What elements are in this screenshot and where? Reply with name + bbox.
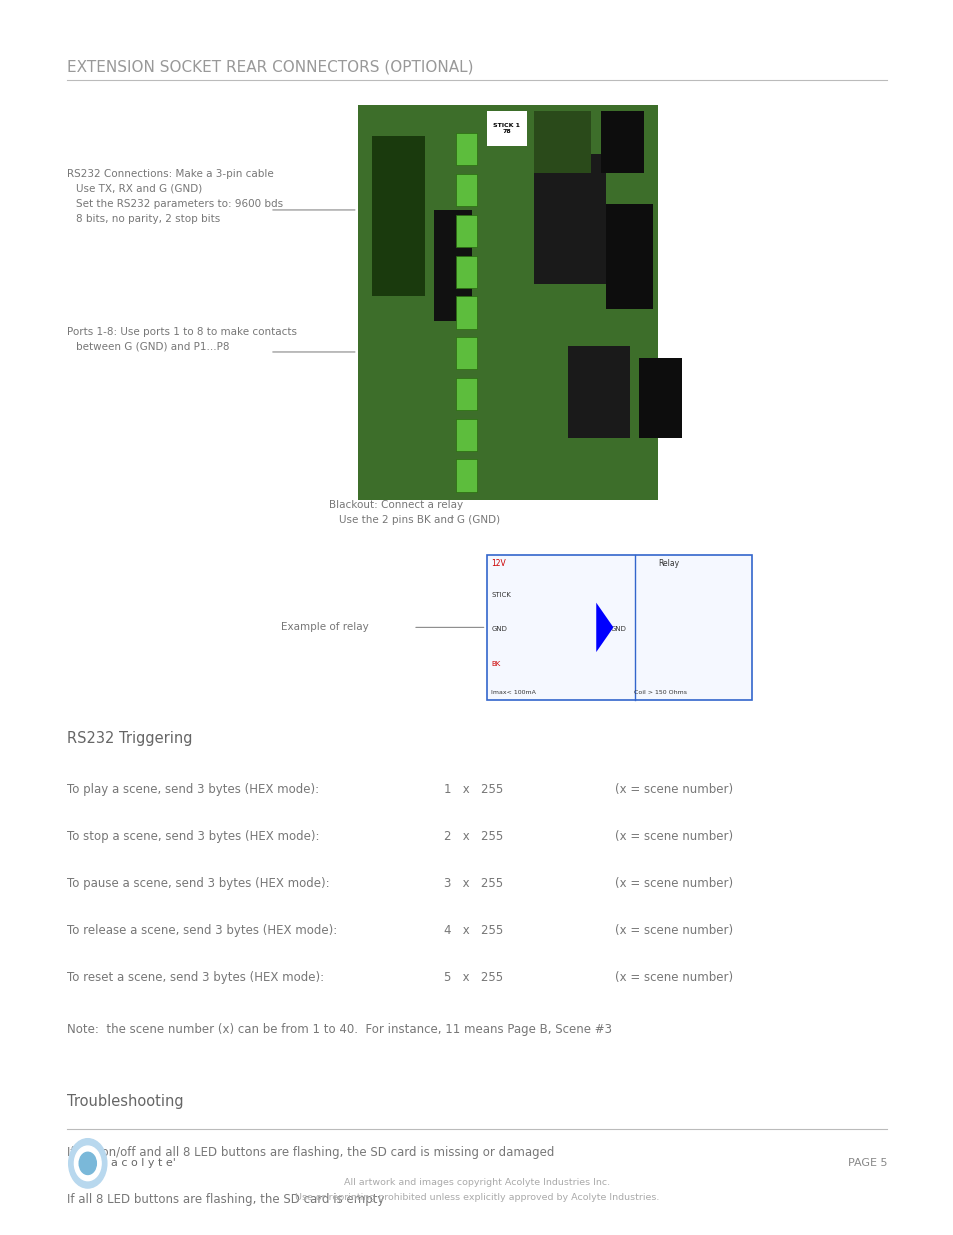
Text: RS232 Connections: Make a 3-pin cable: RS232 Connections: Make a 3-pin cable (67, 169, 274, 179)
Circle shape (74, 1146, 101, 1181)
Bar (605, 204, 653, 309)
Text: If all 8 LED buttons are flashing, the SD card is empty: If all 8 LED buttons are flashing, the S… (67, 1193, 384, 1207)
Text: EXTENSION SOCKET REAR CONNECTORS (OPTIONAL): EXTENSION SOCKET REAR CONNECTORS (OPTION… (67, 59, 473, 74)
Text: (x = scene number): (x = scene number) (615, 877, 733, 890)
Text: 1   x   255: 1 x 255 (443, 783, 502, 797)
Text: Use TX, RX and G (GND): Use TX, RX and G (GND) (76, 184, 202, 194)
Bar (456, 419, 476, 451)
Circle shape (69, 1139, 107, 1188)
Text: (x = scene number): (x = scene number) (615, 830, 733, 844)
Text: Example of relay: Example of relay (281, 622, 369, 632)
Bar (456, 256, 476, 288)
Text: Ports 1-8: Use ports 1 to 8 to make contacts: Ports 1-8: Use ports 1 to 8 to make cont… (67, 327, 296, 337)
Bar (456, 459, 476, 492)
Bar (456, 174, 476, 206)
Text: To play a scene, send 3 bytes (HEX mode):: To play a scene, send 3 bytes (HEX mode)… (67, 783, 318, 797)
Bar (372, 136, 424, 296)
Text: BK: BK (491, 661, 500, 667)
Text: (x = scene number): (x = scene number) (615, 783, 733, 797)
Text: Use or reprinting prohibited unless explicitly approved by Acolyte Industries.: Use or reprinting prohibited unless expl… (294, 1193, 659, 1202)
Text: All artwork and images copyright Acolyte Industries Inc.: All artwork and images copyright Acolyte… (344, 1178, 609, 1187)
Bar (486, 555, 751, 700)
Text: GND: GND (610, 626, 626, 632)
Bar (600, 111, 643, 173)
Bar (357, 105, 658, 500)
Text: 12V: 12V (491, 559, 505, 568)
Bar (456, 337, 476, 369)
Bar (456, 378, 476, 410)
Bar (534, 111, 591, 173)
Text: (x = scene number): (x = scene number) (615, 971, 733, 984)
Text: Blackout: Connect a relay: Blackout: Connect a relay (329, 500, 463, 510)
Text: Relay: Relay (658, 559, 679, 568)
Text: 5   x   255: 5 x 255 (443, 971, 502, 984)
Text: RS232 Triggering: RS232 Triggering (67, 731, 193, 746)
Text: GND: GND (491, 626, 507, 632)
Text: To pause a scene, send 3 bytes (HEX mode):: To pause a scene, send 3 bytes (HEX mode… (67, 877, 329, 890)
Text: Use the 2 pins BK and G (GND): Use the 2 pins BK and G (GND) (338, 515, 499, 525)
Text: To reset a scene, send 3 bytes (HEX mode):: To reset a scene, send 3 bytes (HEX mode… (67, 971, 324, 984)
Text: a c o l y t e': a c o l y t e' (111, 1158, 175, 1168)
Text: Set the RS232 parameters to: 9600 bds: Set the RS232 parameters to: 9600 bds (76, 199, 283, 209)
Text: Coil > 150 Ohms: Coil > 150 Ohms (634, 690, 687, 695)
Bar (434, 210, 472, 321)
Text: between G (GND) and P1...P8: between G (GND) and P1...P8 (76, 342, 230, 352)
Bar (639, 358, 681, 438)
Bar (456, 215, 476, 247)
Text: To release a scene, send 3 bytes (HEX mode):: To release a scene, send 3 bytes (HEX mo… (67, 924, 336, 937)
Text: Troubleshooting: Troubleshooting (67, 1094, 183, 1109)
Text: Note:  the scene number (x) can be from 1 to 40.  For instance, 11 means Page B,: Note: the scene number (x) can be from 1… (67, 1023, 611, 1036)
Text: 3   x   255: 3 x 255 (443, 877, 502, 890)
Text: 8 bits, no parity, 2 stop bits: 8 bits, no parity, 2 stop bits (76, 214, 220, 224)
Text: 4   x   255: 4 x 255 (443, 924, 502, 937)
Bar (534, 154, 605, 284)
Bar (456, 296, 476, 329)
Text: STICK 1
78: STICK 1 78 (493, 124, 519, 133)
Polygon shape (596, 603, 613, 652)
Text: Imax< 100mA: Imax< 100mA (491, 690, 536, 695)
Text: If the on/off and all 8 LED buttons are flashing, the SD card is missing or dama: If the on/off and all 8 LED buttons are … (67, 1146, 554, 1160)
Text: 2   x   255: 2 x 255 (443, 830, 502, 844)
Text: (x = scene number): (x = scene number) (615, 924, 733, 937)
Text: To stop a scene, send 3 bytes (HEX mode):: To stop a scene, send 3 bytes (HEX mode)… (67, 830, 319, 844)
Bar (486, 111, 526, 146)
Bar (456, 133, 476, 165)
Bar (567, 346, 629, 438)
Text: PAGE 5: PAGE 5 (847, 1158, 886, 1168)
Text: STICK: STICK (491, 592, 511, 598)
Circle shape (79, 1152, 96, 1174)
